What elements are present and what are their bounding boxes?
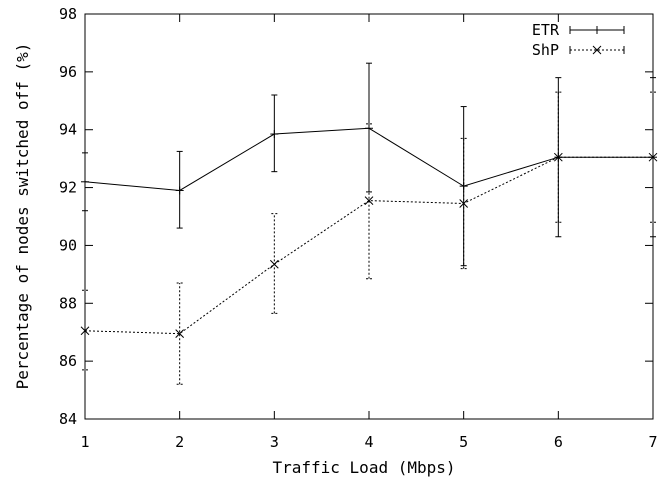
x-axis: 1 2 3 4 5 6 7 <box>80 14 658 451</box>
y-tick-label: 98 <box>59 5 77 23</box>
data-point <box>80 326 90 336</box>
series-shp <box>80 91 658 385</box>
y-axis-label: Percentage of nodes switched off (%) <box>13 43 32 390</box>
legend-label: ShP <box>532 41 559 59</box>
y-axis: 84 86 88 90 92 94 96 98 <box>59 5 653 428</box>
y-tick-label: 84 <box>59 410 77 428</box>
x-tick-label: 7 <box>648 433 657 451</box>
legend-marker <box>592 45 602 55</box>
y-tick-label: 88 <box>59 294 77 312</box>
y-tick-label: 92 <box>59 179 77 197</box>
data-point <box>459 199 469 208</box>
x-tick-label: 1 <box>80 433 89 451</box>
y-tick-label: 90 <box>59 236 77 254</box>
legend-label: ETR <box>532 21 560 39</box>
series-etr <box>81 62 657 267</box>
data-point <box>553 152 563 162</box>
data-point <box>648 152 658 162</box>
y-tick-label: 94 <box>59 121 77 139</box>
data-point <box>364 196 374 205</box>
x-tick-label: 2 <box>175 433 184 451</box>
data-point <box>175 329 185 339</box>
y-tick-label: 86 <box>59 352 77 370</box>
x-tick-label: 6 <box>554 433 563 451</box>
y-tick-label: 96 <box>59 63 77 81</box>
legend: ETR ShP <box>532 21 625 59</box>
x-axis-label: Traffic Load (Mbps) <box>272 458 455 477</box>
x-tick-label: 4 <box>364 433 373 451</box>
data-point <box>269 259 279 269</box>
x-tick-label: 3 <box>270 433 279 451</box>
x-tick-label: 5 <box>459 433 468 451</box>
series-layer <box>80 62 658 385</box>
